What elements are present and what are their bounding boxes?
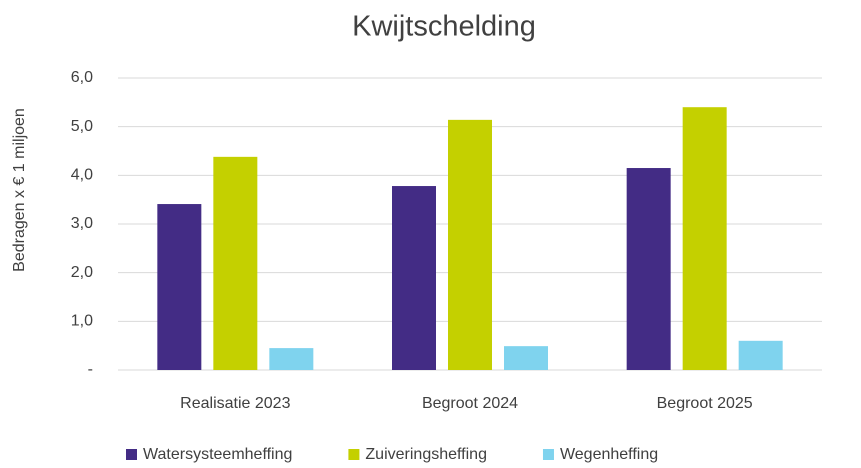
bar (213, 156, 258, 370)
bar (738, 340, 783, 370)
legend-label: Zuiveringsheffing (365, 446, 487, 463)
bar (157, 204, 202, 370)
legend-swatch (542, 449, 554, 460)
y-tick-label: - (88, 361, 93, 378)
legend-label: Watersysteemheffing (143, 446, 292, 463)
legend-label: Wegenheffing (560, 446, 658, 463)
bar (448, 119, 492, 370)
y-tick-label: 4,0 (71, 167, 93, 184)
y-tick-label: 3,0 (71, 215, 93, 232)
y-axis-label: Bedragen x € 1 miljoen (11, 108, 28, 272)
bar (504, 346, 548, 370)
bar (392, 186, 436, 370)
x-tick-label: Realisatie 2023 (180, 395, 290, 412)
bar (269, 348, 314, 370)
legend-swatch (348, 449, 360, 460)
bar (682, 107, 727, 370)
y-tick-label: 1,0 (71, 313, 93, 330)
y-tick-label: 6,0 (71, 69, 93, 86)
x-tick-label: Begroot 2024 (422, 395, 518, 412)
chart-title: Kwijtschelding (352, 11, 536, 43)
y-tick-label: 2,0 (71, 264, 93, 281)
legend-swatch (126, 449, 137, 460)
y-tick-label: 5,0 (71, 118, 93, 135)
bar (626, 168, 671, 370)
x-tick-label: Begroot 2025 (657, 395, 753, 412)
